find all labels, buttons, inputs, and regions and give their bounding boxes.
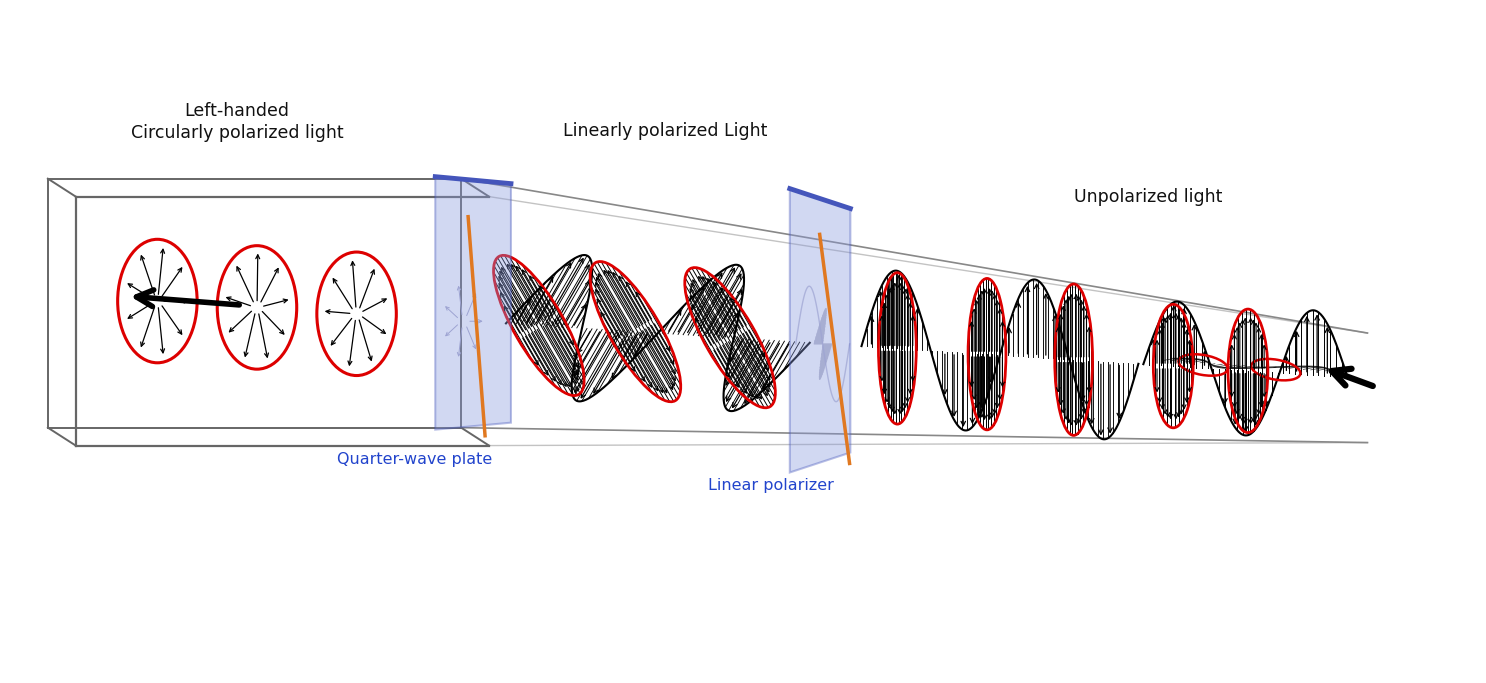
Polygon shape	[435, 177, 511, 430]
Polygon shape	[789, 189, 850, 473]
Text: Quarter-wave plate: Quarter-wave plate	[337, 453, 492, 467]
Text: Left-handed
Circularly polarized light: Left-handed Circularly polarized light	[131, 102, 343, 142]
Text: Linearly polarized Light: Linearly polarized Light	[563, 122, 767, 140]
Text: Unpolarized light: Unpolarized light	[1074, 188, 1223, 206]
Text: Linear polarizer: Linear polarizer	[709, 478, 834, 493]
